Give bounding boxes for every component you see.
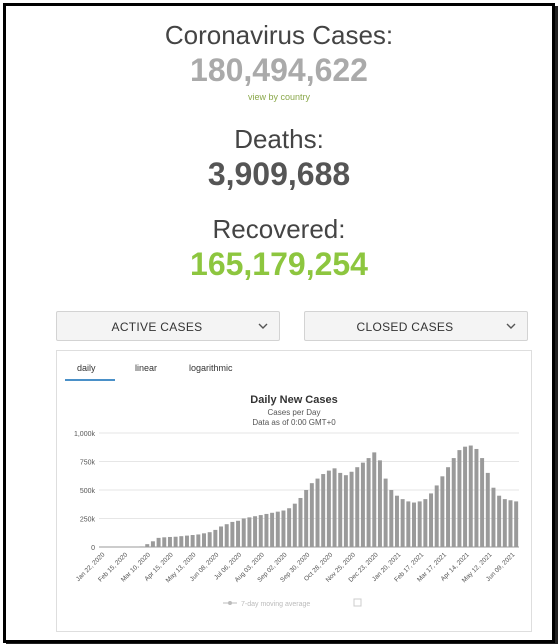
bar[interactable] xyxy=(457,450,462,547)
bar[interactable] xyxy=(139,546,144,547)
closed-cases-dropdown[interactable]: CLOSED CASES xyxy=(304,311,528,341)
bar[interactable] xyxy=(446,467,451,547)
bar[interactable] xyxy=(394,495,399,547)
bar[interactable] xyxy=(156,537,161,547)
bar[interactable] xyxy=(207,532,212,547)
bar[interactable] xyxy=(366,458,371,547)
bar[interactable] xyxy=(440,476,445,547)
bar[interactable] xyxy=(145,544,150,547)
bar[interactable] xyxy=(412,502,416,547)
bar[interactable] xyxy=(196,534,201,547)
legend-checkbox[interactable] xyxy=(353,598,362,607)
chart-title: Daily New Cases xyxy=(250,394,337,406)
chart-card: daily linear logarithmic Daily New Cases… xyxy=(56,350,532,632)
bar[interactable] xyxy=(355,467,360,547)
bar[interactable] xyxy=(377,460,382,547)
recovered-label: Recovered: xyxy=(212,214,346,244)
bar[interactable] xyxy=(219,526,224,547)
y-tick-label: 500k xyxy=(80,488,96,495)
bar[interactable] xyxy=(423,499,428,547)
bar[interactable] xyxy=(202,533,206,547)
tab-linear[interactable]: linear xyxy=(135,363,158,373)
tab-logarithmic[interactable]: logarithmic xyxy=(189,363,233,373)
bar[interactable] xyxy=(184,535,189,547)
chart-legend[interactable]: 7-day moving average xyxy=(223,598,362,608)
y-tick-label: 0 xyxy=(91,545,95,552)
active-cases-label: ACTIVE CASES xyxy=(111,320,203,334)
bar[interactable] xyxy=(434,485,439,547)
cases-value: 180,494,622 xyxy=(190,52,368,88)
bar[interactable] xyxy=(321,474,326,547)
bar[interactable] xyxy=(264,513,269,547)
bar[interactable] xyxy=(468,445,473,547)
bar[interactable] xyxy=(287,508,292,547)
bar[interactable] xyxy=(236,520,241,547)
bar[interactable] xyxy=(224,524,229,547)
bar[interactable] xyxy=(326,470,331,547)
chart-note: Data as of 0:00 GMT+0 xyxy=(252,418,336,427)
bar[interactable] xyxy=(281,510,286,547)
bar[interactable] xyxy=(270,512,275,547)
bar[interactable] xyxy=(315,478,320,547)
y-tick-label: 1,000k xyxy=(74,431,96,438)
bar[interactable] xyxy=(173,536,178,547)
bar[interactable] xyxy=(343,475,348,547)
bar[interactable] xyxy=(485,472,490,547)
bar[interactable] xyxy=(372,452,377,547)
bar[interactable] xyxy=(491,487,496,547)
closed-cases-label: CLOSED CASES xyxy=(356,320,454,334)
recovered-value: 165,179,254 xyxy=(190,246,368,282)
bar[interactable] xyxy=(389,490,394,547)
bar[interactable] xyxy=(463,446,468,547)
view-by-country-link[interactable]: view by country xyxy=(247,92,311,102)
bar[interactable] xyxy=(213,529,218,547)
chevron-down-icon xyxy=(506,323,516,329)
bar[interactable] xyxy=(190,535,195,547)
bar[interactable] xyxy=(230,521,235,547)
y-tick-label: 250k xyxy=(80,517,96,524)
bar[interactable] xyxy=(400,499,405,547)
active-tab-indicator xyxy=(65,379,115,381)
daily-cases-chart: Daily New Cases Cases per Day Data as of… xyxy=(74,394,519,608)
bar[interactable] xyxy=(406,501,411,547)
active-cases-dropdown[interactable]: ACTIVE CASES xyxy=(56,311,280,341)
bar[interactable] xyxy=(304,490,309,547)
bar[interactable] xyxy=(508,500,513,547)
bar[interactable] xyxy=(179,536,184,547)
bar[interactable] xyxy=(451,458,456,547)
bar[interactable] xyxy=(275,511,280,547)
bar[interactable] xyxy=(258,515,263,547)
deaths-label: Deaths: xyxy=(234,124,324,154)
bar[interactable] xyxy=(497,495,502,547)
bar[interactable] xyxy=(298,497,303,547)
chart-subtitle: Cases per Day xyxy=(268,408,321,417)
bar[interactable] xyxy=(332,468,337,547)
bar[interactable] xyxy=(383,478,388,547)
bar[interactable] xyxy=(309,483,314,547)
bar[interactable] xyxy=(417,501,422,547)
bar[interactable] xyxy=(429,493,434,547)
bar[interactable] xyxy=(247,517,252,547)
chevron-down-icon xyxy=(258,323,268,329)
bar[interactable] xyxy=(338,472,343,547)
bar[interactable] xyxy=(480,458,485,547)
bar[interactable] xyxy=(292,503,297,547)
bar[interactable] xyxy=(162,537,167,547)
deaths-value: 3,909,688 xyxy=(207,156,351,192)
legend-label: 7-day moving average xyxy=(241,601,310,608)
tab-daily[interactable]: daily xyxy=(77,363,96,373)
bar[interactable] xyxy=(474,448,479,547)
screenshot-frame: Coronavirus Cases: 180,494,622 view by c… xyxy=(3,3,555,643)
bar[interactable] xyxy=(167,536,172,547)
bar[interactable] xyxy=(360,462,365,547)
cases-label: Coronavirus Cases: xyxy=(164,20,394,50)
bar[interactable] xyxy=(241,518,246,548)
bar[interactable] xyxy=(349,471,354,547)
legend-marker xyxy=(228,601,232,605)
bar[interactable] xyxy=(253,516,258,547)
bar[interactable] xyxy=(502,499,507,547)
bar[interactable] xyxy=(150,541,155,547)
bar[interactable] xyxy=(514,501,519,547)
y-tick-label: 750k xyxy=(80,460,96,467)
